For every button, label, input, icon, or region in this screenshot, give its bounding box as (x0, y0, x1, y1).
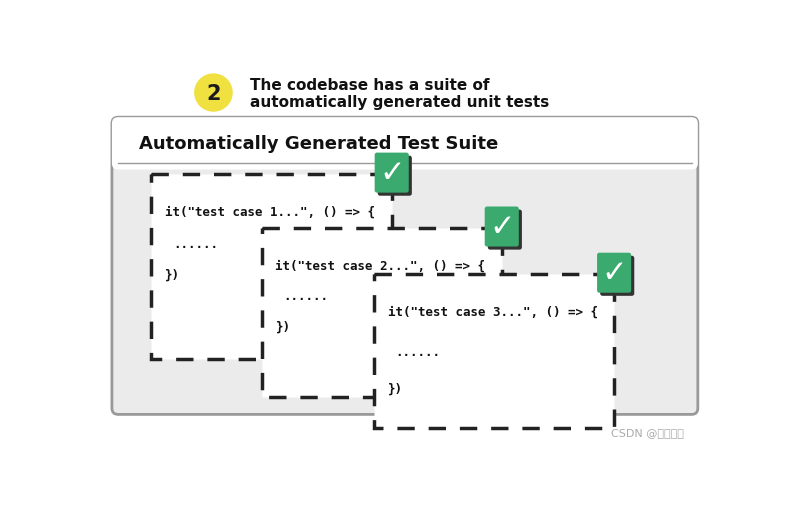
Text: ......: ...... (173, 238, 218, 250)
Text: 2: 2 (206, 83, 220, 103)
Text: automatically generated unit tests: automatically generated unit tests (250, 95, 549, 110)
Text: The codebase has a suite of: The codebase has a suite of (250, 78, 489, 93)
Circle shape (195, 75, 232, 112)
Text: it("test case 3...", () => {: it("test case 3...", () => { (388, 305, 598, 318)
FancyBboxPatch shape (112, 118, 698, 170)
Text: }): }) (276, 321, 291, 333)
Bar (152, 175, 392, 359)
Bar (374, 275, 614, 429)
FancyBboxPatch shape (112, 118, 698, 415)
Text: ✓: ✓ (489, 213, 514, 242)
Text: ✓: ✓ (379, 159, 404, 188)
FancyBboxPatch shape (485, 207, 519, 247)
Text: ......: ...... (283, 290, 328, 303)
FancyBboxPatch shape (374, 153, 408, 193)
FancyBboxPatch shape (597, 253, 631, 293)
Text: }): }) (388, 382, 403, 395)
Text: CSDN @程序边界: CSDN @程序边界 (611, 428, 684, 438)
Text: Automatically Generated Test Suite: Automatically Generated Test Suite (139, 135, 498, 153)
Text: it("test case 1...", () => {: it("test case 1...", () => { (165, 205, 375, 218)
Bar (261, 229, 502, 398)
Text: }): }) (165, 268, 180, 281)
FancyBboxPatch shape (378, 156, 412, 196)
FancyBboxPatch shape (487, 210, 522, 250)
Text: it("test case 2...", () => {: it("test case 2...", () => { (276, 259, 485, 272)
Text: ......: ...... (396, 345, 441, 358)
Text: ✓: ✓ (601, 259, 627, 288)
FancyBboxPatch shape (600, 256, 634, 296)
